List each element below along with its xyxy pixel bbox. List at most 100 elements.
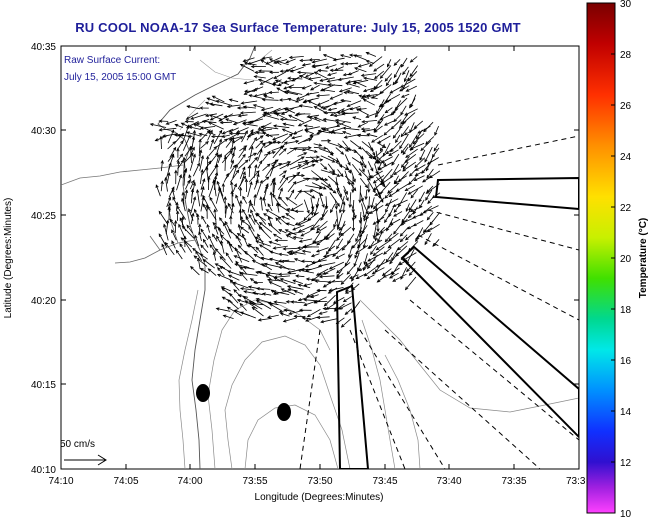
current-vector-head [223,155,228,160]
current-vector [248,170,260,183]
current-vector [321,105,330,109]
current-vector [316,197,320,208]
current-vector-head [191,136,196,140]
current-vector [393,114,401,122]
current-vector-head [407,191,412,195]
current-vector [237,175,246,190]
current-vector [199,169,203,185]
current-vector [408,174,418,185]
current-vector-head [400,149,405,154]
current-vector-head [311,260,316,264]
current-vector-head [180,132,184,137]
current-vector-head [311,60,316,64]
current-vector-head [334,205,338,210]
current-vector-head [363,164,367,169]
current-vector-head [310,254,315,258]
current-vector [160,181,163,192]
current-vector [200,268,209,274]
current-vector-head [322,54,327,58]
current-vector-head [312,240,317,244]
current-vector-head [239,64,244,68]
current-vector-head [366,276,371,280]
current-vector [316,226,327,234]
current-vector [359,225,368,238]
current-vector-head [304,74,309,78]
current-vector [310,294,319,298]
x-tick-label: 73:35 [501,476,526,487]
current-vector [206,166,209,183]
current-vector [221,150,233,164]
current-vector-head [209,129,213,134]
current-vector-head [332,190,337,194]
current-vector-head [244,130,248,134]
current-vector [294,189,302,200]
current-vector-head [167,172,171,177]
current-vector [380,65,392,79]
current-vector-head [274,238,279,242]
current-vector-head [313,106,318,110]
current-vector-head [242,266,247,270]
current-vector [291,301,306,304]
current-vector-head [186,224,190,229]
current-vector [244,290,259,295]
current-vector-head [257,126,262,130]
current-vector-head [330,209,334,214]
current-vector [225,252,234,263]
current-vector [384,120,395,126]
current-vector-head [409,146,414,150]
current-vector-head [184,119,189,124]
current-vector [269,281,282,288]
current-vector [327,163,335,173]
current-vector-head [352,116,357,120]
current-vector [409,98,416,108]
current-vector-head [278,196,283,201]
current-vector-head [242,175,246,180]
current-vector [190,189,194,204]
current-vector-head [242,122,247,126]
current-vector [326,148,334,156]
current-vector [389,252,399,264]
current-vector [233,119,247,125]
current-vector-head [376,228,380,233]
current-vector [405,184,416,191]
current-vector [299,105,313,108]
current-vector [274,277,288,285]
current-vector-head [351,277,355,282]
current-vector-head [176,133,181,138]
current-vector-head [167,206,171,210]
current-vector-head [259,135,264,139]
current-vector [238,147,246,159]
current-vector [189,180,195,190]
current-vector-head [207,129,211,134]
current-vector [353,80,367,88]
current-vector [407,71,418,82]
current-vector [335,253,345,259]
current-vector-head [305,92,310,96]
current-vector [363,261,368,271]
current-vector [369,56,383,67]
current-vector-head [190,188,195,193]
current-vector-head [207,160,212,165]
current-vector-head [407,77,412,82]
current-vector-head [268,58,273,62]
current-vector [213,130,223,145]
current-vector-head [174,123,179,127]
current-vector-head [186,131,190,135]
current-vector-head [402,151,406,156]
current-vector [199,155,204,171]
current-vector-head [238,208,242,213]
current-vector-head [414,164,418,169]
current-vector-head [253,88,258,92]
current-vector-head [323,111,327,115]
current-vector [350,140,362,150]
current-vector [269,161,276,177]
current-vector [326,239,336,255]
current-vector-head [234,247,238,252]
x-tick-label: 73:3 [566,476,586,487]
current-vector-head [305,277,310,281]
current-vector [298,269,314,274]
current-vector [394,175,407,184]
current-vector-head [393,74,398,79]
current-vector [384,233,393,242]
current-vector [155,184,161,197]
